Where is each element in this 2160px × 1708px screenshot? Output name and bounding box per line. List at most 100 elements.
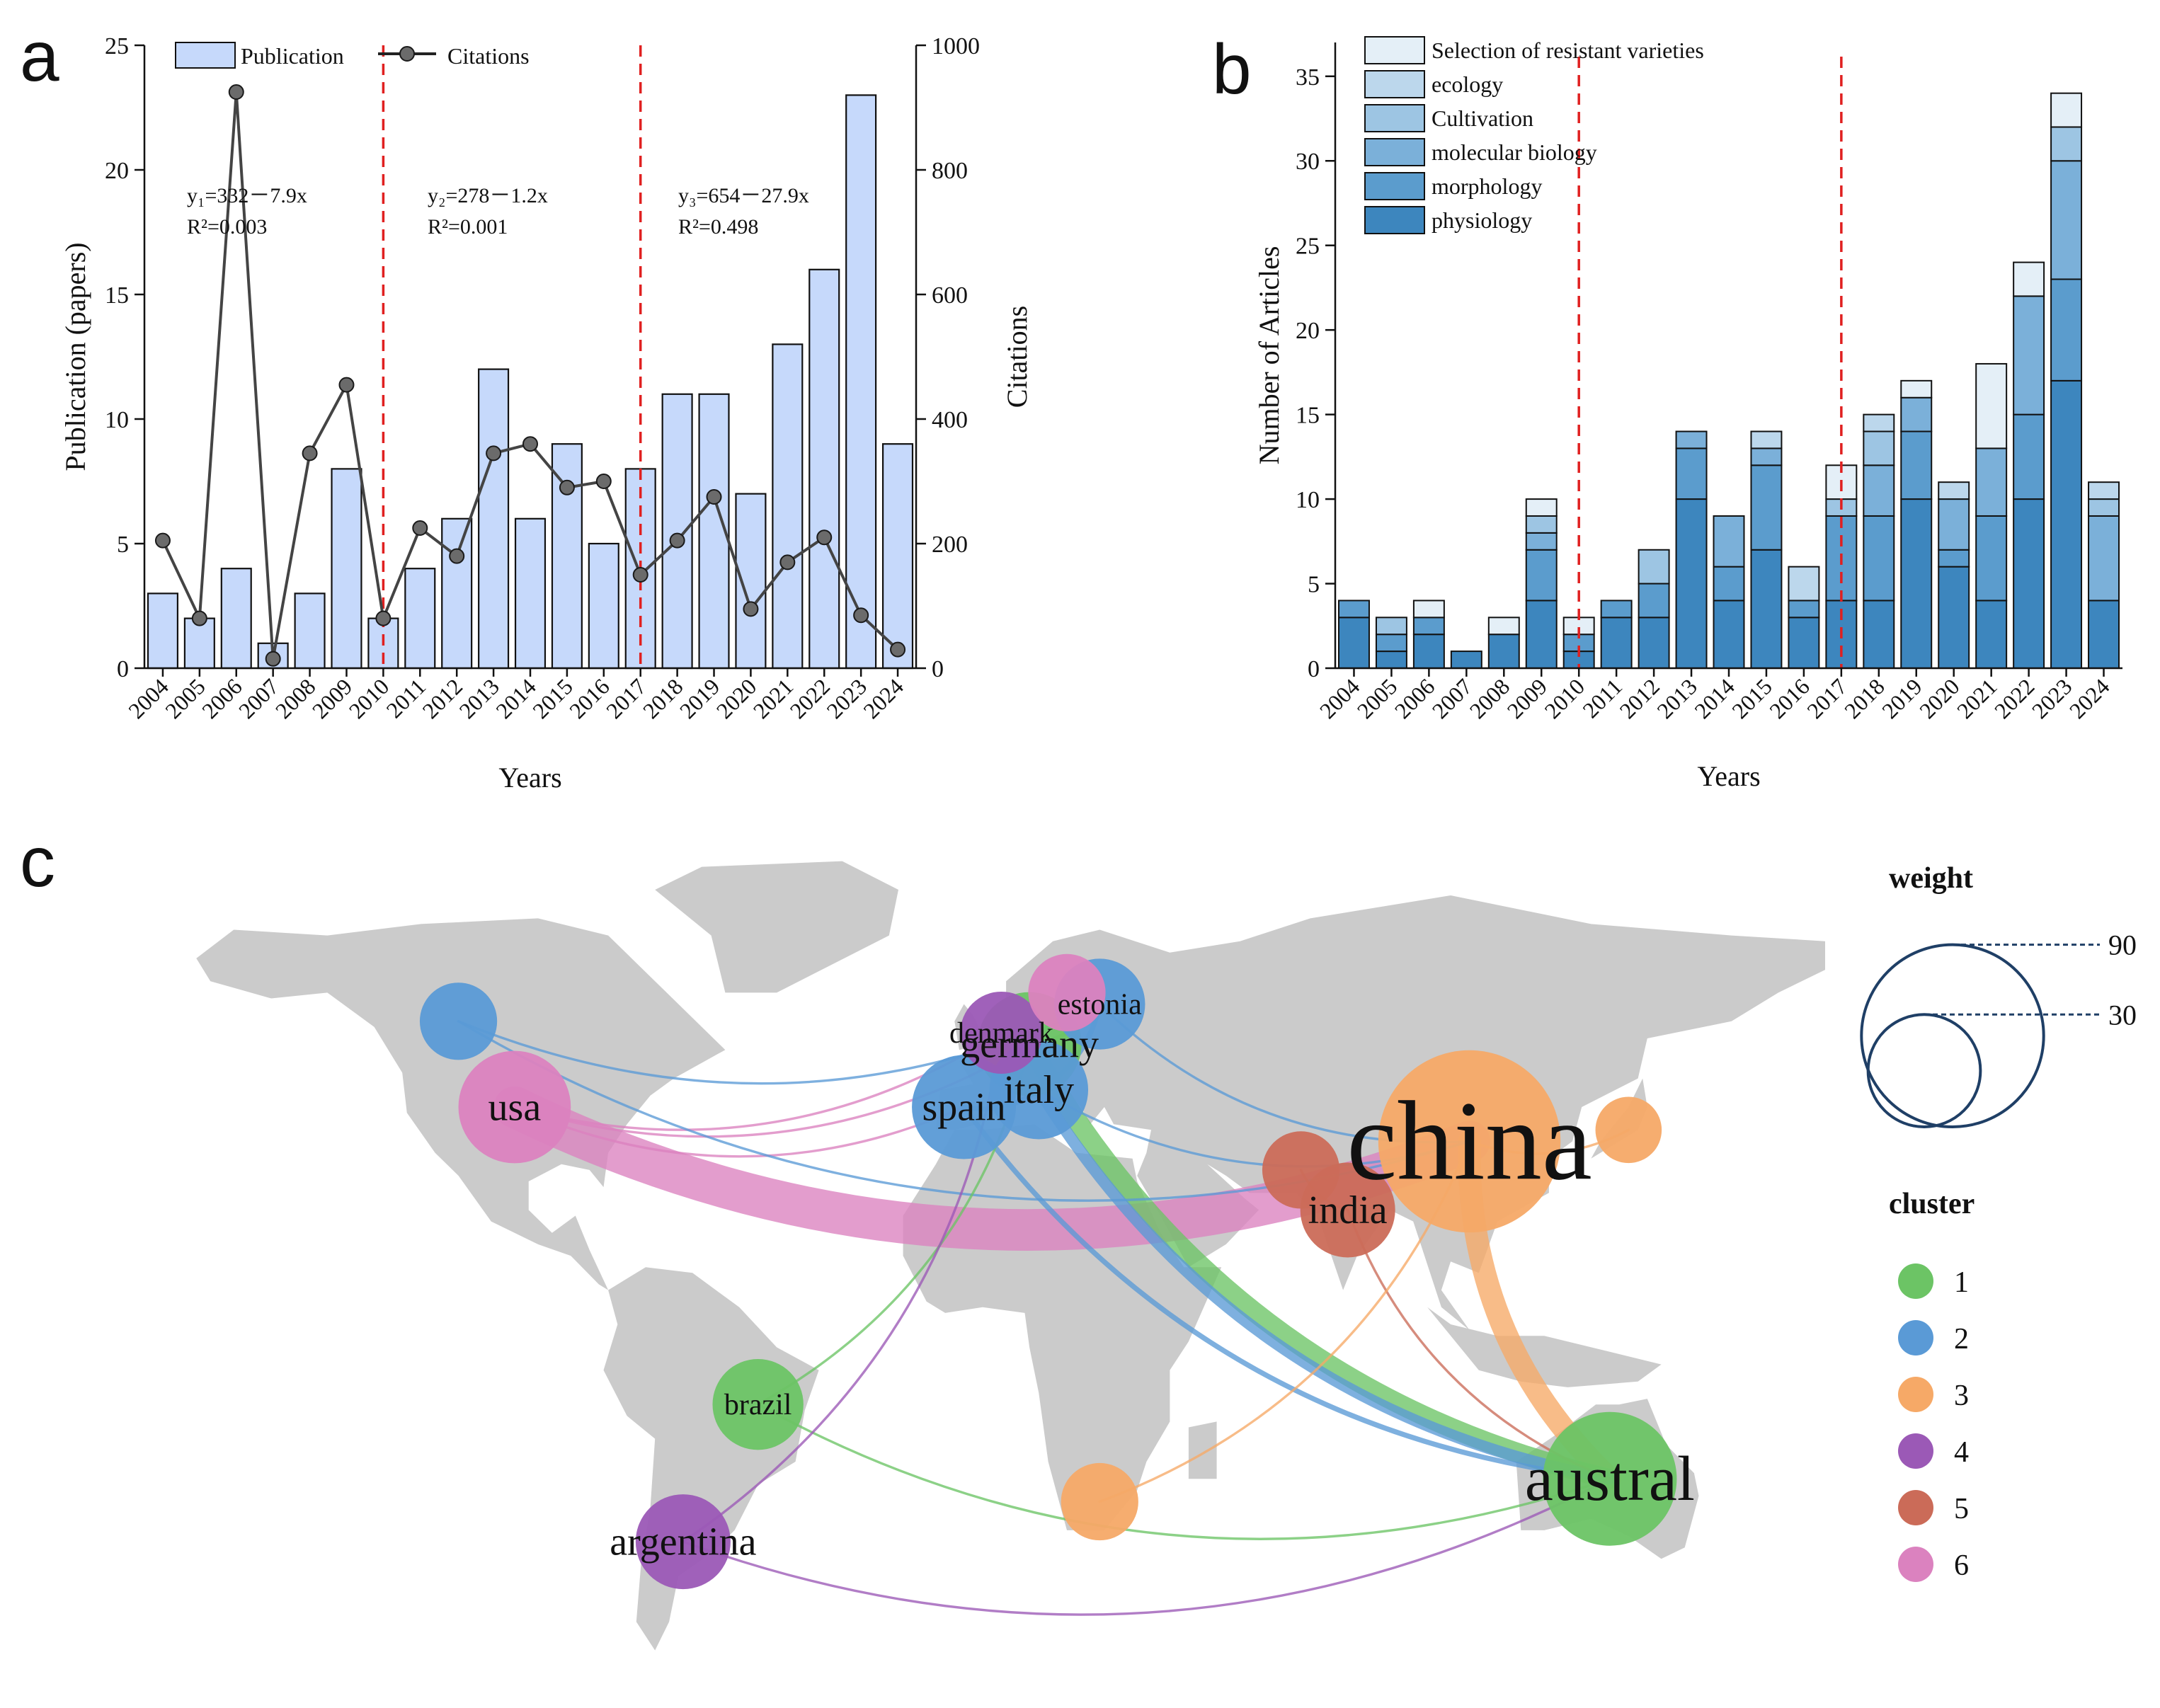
node-austral [1543, 1411, 1677, 1546]
cluster-legend-label: 6 [1954, 1549, 1969, 1582]
weight-legend-title: weight [1889, 862, 1973, 895]
stack-segment-Cultivation [1638, 549, 1670, 585]
node-label-italy: italy [1004, 1068, 1075, 1112]
stack-segment-morphology [1750, 464, 1783, 551]
stack-segment-physiology [1750, 549, 1783, 670]
node-label-germany: germany [960, 1023, 1099, 1067]
citation-point [191, 610, 207, 626]
legend-swatch [1364, 104, 1425, 132]
y-axis-label: Number of Articles [1253, 246, 1285, 465]
legend-swatch [1364, 70, 1425, 98]
cluster-legend-label: 5 [1954, 1493, 1969, 1525]
citation-point [154, 532, 171, 549]
stack-segment-molecular-biology [1713, 515, 1745, 568]
cluster-legend-dot [1898, 1547, 1933, 1582]
legend-label: Selection of resistant varieties [1432, 38, 1704, 63]
weight-legend-ring [1866, 1013, 1982, 1128]
citation-point [375, 610, 392, 626]
y2-tick-label: 400 [932, 407, 968, 433]
y-tick-label: 0 [117, 656, 129, 682]
stack-segment-molecular-biology [1900, 396, 1933, 432]
legend-label: molecular biology [1432, 139, 1597, 165]
weight-legend-value: 30 [2108, 999, 2137, 1031]
regression-equation: y₁=332－7.9x [187, 184, 307, 207]
land-madagascar [1188, 1421, 1217, 1479]
stack-segment-molecular-biology [1975, 447, 2008, 517]
y-tick-label: 15 [1296, 403, 1320, 429]
cluster-legend-dot [1898, 1490, 1933, 1525]
land-indonesia [1427, 1307, 1662, 1387]
stack-segment-morphology [1863, 515, 1895, 602]
land-eurasia [935, 895, 1825, 1331]
legend-swatch-publication [175, 42, 236, 69]
citation-point [743, 601, 759, 617]
node-spain [912, 1055, 1017, 1159]
node-label-brazil: brazil [724, 1389, 792, 1421]
cluster-legend-dot [1898, 1320, 1933, 1355]
node-label-denmark: denmark [949, 1017, 1053, 1050]
cluster-legend-dot [1898, 1433, 1933, 1469]
publication-bar [661, 393, 693, 670]
stack-segment-Cultivation [2050, 126, 2083, 162]
legend-swatch [1364, 138, 1425, 166]
regression-r2: R²=0.001 [428, 215, 508, 239]
citation-point [449, 548, 465, 564]
node-argentina [635, 1494, 731, 1590]
legend-marker-citations [399, 46, 415, 62]
y-tick-label: 30 [1296, 149, 1320, 175]
stack-segment-Selection-of-resistant-varieties [2050, 92, 2083, 128]
publication-bar [441, 517, 473, 670]
legend-label: physiology [1432, 207, 1532, 233]
citation-point [890, 641, 906, 658]
stack-segment-morphology [1338, 600, 1370, 619]
citation-point [853, 607, 869, 624]
y-tick-label: 25 [105, 33, 129, 59]
cluster-legend-label: 1 [1954, 1266, 1969, 1299]
stack-segment-molecular-biology [1675, 430, 1708, 449]
node-label-china: china [1347, 1077, 1592, 1203]
stack-segment-morphology [1600, 600, 1633, 619]
regression-equation: y₃=654－27.9x [678, 184, 809, 207]
legend-label-citations: Citations [447, 43, 530, 69]
node-pakistan [1262, 1131, 1340, 1209]
panel-letter-c: c [20, 823, 55, 902]
stack-segment-molecular-biology [1938, 498, 1970, 551]
y2-tick-label: 800 [932, 158, 968, 184]
y2-tick-label: 600 [932, 282, 968, 309]
link-italy-austral [1032, 1084, 1616, 1485]
y-tick-label: 20 [1296, 318, 1320, 344]
y-tick-label: 10 [1296, 487, 1320, 513]
stack-segment-physiology [1487, 634, 1520, 669]
y2-tick-label: 200 [932, 532, 968, 558]
stack-segment-Selection-of-resistant-varieties [1900, 379, 1933, 399]
stack-segment-physiology [1975, 600, 2008, 669]
stack-segment-physiology [1412, 634, 1445, 669]
publication-bar [404, 568, 436, 670]
stack-segment-Selection-of-resistant-varieties [2013, 261, 2045, 297]
citation-point [816, 529, 833, 546]
legend-swatch [1364, 36, 1425, 64]
stack-segment-physiology [1788, 617, 1820, 670]
publication-bar [808, 268, 840, 670]
cluster-legend-label: 4 [1954, 1436, 1969, 1469]
y-tick-label: 10 [105, 407, 129, 433]
y2-axis-label: Citations [1001, 306, 1033, 408]
stack-segment-physiology [2013, 498, 2045, 669]
node-label-spain: spain [922, 1085, 1005, 1129]
node-label-india: india [1308, 1188, 1388, 1232]
stack-segment-physiology [2088, 600, 2120, 669]
citation-point [559, 479, 575, 495]
node-canada [419, 982, 498, 1060]
y-tick-label: 35 [1296, 64, 1320, 91]
panel-letter-b: b [1212, 30, 1252, 109]
cluster-legend-label: 3 [1954, 1380, 1969, 1412]
y-axis-label: Publication (papers) [59, 242, 91, 471]
stack-segment-ecology [1938, 481, 1970, 500]
x-axis-label: Years [1697, 760, 1760, 792]
node-southafrica [1061, 1462, 1138, 1541]
cluster-legend-dot [1898, 1377, 1933, 1412]
citation-point [228, 84, 244, 100]
link-spain-austral [961, 1104, 1613, 1481]
weight-legend-value: 90 [2108, 929, 2137, 961]
citation-point [632, 567, 648, 583]
